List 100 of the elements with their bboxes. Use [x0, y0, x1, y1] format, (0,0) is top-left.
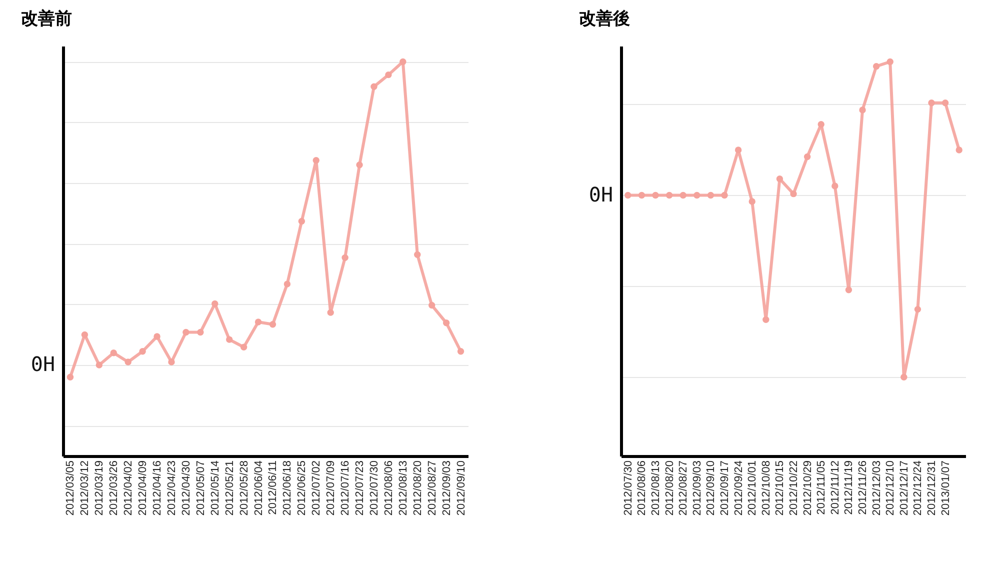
x-tick-label: 2012/09/10	[705, 460, 718, 516]
x-tick-label: 2012/10/29	[802, 460, 814, 516]
point	[110, 350, 117, 356]
point	[124, 358, 132, 366]
point	[414, 251, 421, 258]
x-tick-label: 2012/08/20	[412, 460, 424, 516]
point	[312, 156, 320, 164]
x-tick-label: 2012/03/12	[79, 460, 92, 516]
point	[624, 192, 632, 199]
point	[400, 58, 406, 66]
point	[680, 192, 686, 199]
point	[457, 348, 464, 355]
point	[928, 100, 935, 106]
x-tick-label: 2012/11/26	[857, 460, 869, 515]
point	[66, 374, 74, 380]
point	[666, 192, 673, 199]
point	[776, 176, 784, 182]
point	[762, 316, 770, 324]
x-tick-label: 2012/08/06	[636, 460, 648, 516]
x-tick-label: 2012/12/17	[898, 460, 910, 516]
x-tick-label: 2012/07/09	[325, 460, 338, 516]
x-tick-label: 2012/09/03	[691, 460, 704, 516]
x-tick-label: 2012/11/19	[843, 460, 856, 515]
x-tick-label: 2012/09/24	[732, 460, 745, 516]
x-tick-label: 2012/12/10	[884, 460, 897, 516]
point	[342, 254, 348, 262]
x-tick-label: 2012/04/16	[152, 460, 164, 516]
point	[707, 192, 714, 199]
x-tick-label: 2012/12/24	[912, 460, 924, 516]
x-tick-label: 2012/09/10	[455, 460, 468, 516]
x-tick-label: 2012/05/14	[209, 460, 222, 516]
point	[942, 100, 949, 106]
x-tick-label: 2012/08/27	[426, 460, 438, 516]
point	[428, 302, 436, 309]
point	[734, 146, 742, 154]
x-tick-label: 2012/11/05	[816, 460, 828, 515]
point	[748, 198, 756, 205]
x-tick-label: 2012/05/07	[194, 460, 207, 516]
x-tick-label: 2012/03/19	[94, 460, 106, 516]
point	[327, 309, 334, 316]
x-tick-label: 2012/08/13	[650, 460, 662, 516]
x-tick-label: 2012/09/17	[719, 460, 731, 516]
x-tick-label: 2012/04/02	[122, 460, 135, 516]
x-tick-label: 2012/04/23	[166, 460, 178, 516]
text: 0H	[30, 352, 55, 376]
point	[845, 286, 852, 294]
x-tick-label: 2012/06/18	[282, 460, 294, 516]
x-tick-label: 2012/05/21	[224, 460, 236, 516]
point	[81, 331, 88, 338]
x-tick-label: 2012/12/03	[870, 460, 883, 516]
point	[212, 300, 218, 308]
point	[139, 348, 146, 355]
x-tick-label: 2013/01/07	[940, 460, 952, 516]
chart-title: 改善前	[20, 8, 72, 29]
x-tick-label: 2012/04/09	[137, 460, 150, 516]
point	[254, 318, 262, 326]
x-tick-label: 2012/09/03	[440, 460, 453, 516]
point	[886, 58, 894, 66]
x-tick-label: 2012/06/04	[252, 460, 265, 516]
x-tick-label: 2012/03/05	[64, 460, 77, 516]
x-tick-label: 2012/07/16	[340, 460, 352, 516]
point	[298, 218, 306, 225]
point	[182, 328, 190, 336]
x-tick-label: 2012/12/31	[926, 460, 938, 516]
x-tick-label: 2012/03/26	[108, 460, 120, 516]
x-tick-label: 2012/08/27	[678, 460, 690, 516]
x-tick-label: 2012/07/23	[354, 460, 366, 516]
point	[859, 106, 866, 114]
point	[154, 333, 160, 340]
x-tick-label: 2012/05/28	[238, 460, 250, 516]
point	[284, 280, 291, 288]
x-tick-label: 2012/07/30	[622, 460, 634, 516]
point	[197, 328, 204, 336]
text: 0H	[588, 182, 613, 206]
x-tick-label: 2012/11/12	[829, 460, 842, 515]
point	[872, 62, 880, 70]
point	[240, 344, 248, 350]
point	[694, 192, 700, 199]
x-tick-label: 2012/08/13	[397, 460, 410, 516]
point	[385, 71, 392, 78]
chart-title: 改善後	[578, 8, 630, 29]
point	[790, 190, 797, 198]
point	[818, 120, 824, 128]
point	[832, 182, 838, 190]
point	[442, 320, 450, 326]
point	[370, 83, 378, 90]
point	[638, 192, 646, 199]
point	[269, 321, 276, 328]
point	[956, 146, 962, 154]
x-tick-label: 2012/06/11	[267, 460, 280, 515]
point	[168, 358, 175, 366]
x-tick-label: 2012/10/22	[788, 460, 800, 516]
point	[226, 336, 233, 343]
x-tick-label: 2012/08/20	[664, 460, 676, 516]
point	[96, 362, 103, 368]
point	[356, 162, 363, 168]
x-tick-label: 2012/10/08	[760, 460, 772, 516]
point	[721, 192, 728, 199]
x-tick-label: 2012/07/02	[310, 460, 323, 516]
x-tick-label: 2012/08/06	[382, 460, 395, 516]
